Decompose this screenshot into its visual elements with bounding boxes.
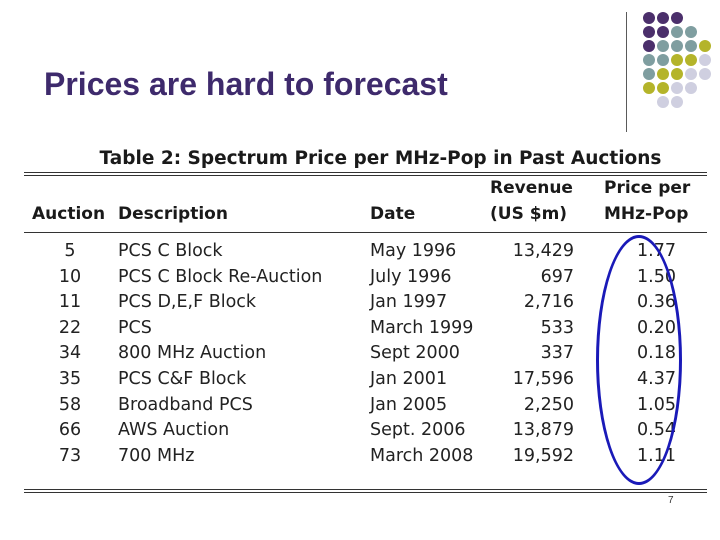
decorative-dot [643,54,655,66]
header-date: Date [370,204,416,224]
cell-description: 700 MHz [118,445,195,466]
decorative-dot [671,96,683,108]
table-top-rule [24,172,707,176]
header-revenue: Revenue [490,178,573,198]
decorative-dot [657,82,669,94]
table-row: 73 700 MHz March 2008 19,592 1.11 [24,444,707,470]
header-auction: Auction [32,204,106,224]
decorative-dot [657,40,669,52]
page-number: 7 [668,495,674,506]
header-rule [24,232,707,233]
cell-description: PCS [118,317,152,338]
decorative-dot [671,54,683,66]
cell-auction: 11 [58,292,82,313]
cell-auction: 73 [58,445,82,466]
cell-description: PCS D,E,F Block [118,292,257,313]
cell-date: March 2008 [370,445,474,466]
header-revenue-unit: (US $m) [490,204,568,224]
cell-date: July 1996 [370,266,452,287]
decorative-dot [671,68,683,80]
decorative-dot [643,26,655,38]
cell-auction: 22 [58,317,82,338]
cell-date: Sept. 2006 [370,420,466,441]
header-description: Description [118,204,228,224]
cell-revenue: 2,716 [523,292,574,313]
decorative-dot [643,68,655,80]
cell-description: PCS C Block Re-Auction [118,266,323,287]
table-caption: Table 2: Spectrum Price per MHz-Pop in P… [99,148,662,169]
cell-date: March 1999 [370,317,474,338]
cell-auction: 5 [64,241,76,261]
cell-revenue: 2,250 [523,394,574,415]
decorative-dot [657,54,669,66]
decorative-dot [685,40,697,52]
decorative-dot [699,54,711,66]
decorative-dot [643,40,655,52]
cell-revenue: 13,429 [512,241,574,261]
cell-revenue: 19,592 [512,445,574,466]
price-column-highlight-oval [596,235,682,485]
cell-description: 800 MHz Auction [118,343,267,364]
header-price: Price per [604,178,691,198]
header-price-unit: MHz-Pop [604,204,689,224]
decorative-dot [685,82,697,94]
cell-revenue: 697 [540,266,574,287]
decorative-dot [699,40,711,52]
slide-title: Prices are hard to forecast [44,66,448,102]
cell-date: Jan 2005 [370,394,448,415]
table-header: Auction Description Date Revenue (US $m)… [24,176,707,232]
cell-description: PCS C&F Block [118,368,247,389]
decorative-dot [671,12,683,24]
cell-revenue: 533 [540,317,574,338]
decorative-dot-grid [643,12,711,108]
decorative-dot [671,82,683,94]
cell-date: Sept 2000 [370,343,460,364]
decorative-dot [699,68,711,80]
cell-description: Broadband PCS [118,394,253,415]
decorative-dot [657,26,669,38]
cell-auction: 34 [58,343,82,364]
decorative-dot [685,54,697,66]
cell-revenue: 13,879 [512,420,574,441]
cell-description: AWS Auction [118,420,230,441]
cell-auction: 35 [58,368,82,389]
title-divider-line [626,12,627,132]
decorative-dot [657,96,669,108]
cell-date: Jan 2001 [370,368,448,389]
cell-date: May 1996 [370,241,457,261]
decorative-dot [657,12,669,24]
decorative-dot [685,26,697,38]
table-row: 66 AWS Auction Sept. 2006 13,879 0.54 [24,418,707,444]
auction-price-table: Table 2: Spectrum Price per MHz-Pop in P… [24,144,707,469]
cell-auction: 58 [58,394,82,415]
decorative-dot [643,12,655,24]
cell-description: PCS C Block [118,241,223,261]
cell-auction: 66 [58,420,82,441]
table-row: 10 PCS C Block Re-Auction July 1996 697 1.50 [24,265,707,291]
cell-date: Jan 1997 [370,292,448,313]
decorative-dot [685,68,697,80]
decorative-dot [643,82,655,94]
table-row: 5 PCS C Block May 1996 13,429 1.77 [24,239,707,265]
decorative-dot [671,26,683,38]
cell-revenue: 337 [540,343,574,364]
decorative-dot [671,40,683,52]
decorative-dot [657,68,669,80]
cell-revenue: 17,596 [512,368,574,389]
table-bottom-rule [24,489,707,493]
cell-auction: 10 [58,266,82,287]
